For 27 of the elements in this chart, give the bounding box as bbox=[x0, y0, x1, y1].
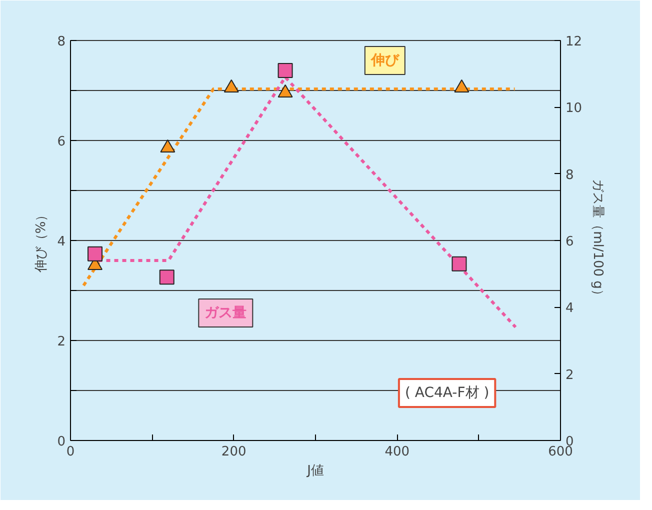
y2-tick-label: 8 bbox=[566, 168, 574, 183]
point bbox=[224, 79, 239, 93]
point bbox=[159, 270, 174, 285]
point bbox=[278, 84, 293, 98]
point bbox=[454, 79, 470, 93]
y2-tick-label: 12 bbox=[566, 34, 582, 50]
point bbox=[160, 139, 176, 153]
y-axis-title: 伸び（%） bbox=[34, 208, 50, 274]
y2-tick-label: 6 bbox=[566, 234, 574, 250]
x-tick-label: 400 bbox=[384, 444, 410, 460]
y2-tick-label: 2 bbox=[566, 368, 574, 383]
text: ガス量 bbox=[204, 305, 247, 321]
y-tick-label: 6 bbox=[57, 134, 66, 150]
y2-tick-label: 4 bbox=[566, 301, 574, 316]
y2-axis-title: ガス量（ml/100 g） bbox=[590, 179, 606, 302]
annotation: ( AC4A-F材 ) bbox=[404, 385, 490, 401]
y-tick-label: 0 bbox=[57, 434, 66, 450]
point bbox=[452, 256, 467, 272]
text: 伸び bbox=[370, 52, 400, 68]
y-tick-label: 2 bbox=[57, 334, 66, 350]
x-axis-title: J値 bbox=[306, 464, 324, 478]
y2-tick-label: 10 bbox=[566, 101, 582, 116]
point bbox=[88, 246, 102, 262]
point bbox=[278, 63, 293, 78]
y-tick-label: 8 bbox=[57, 34, 66, 50]
x-tick-label: 200 bbox=[221, 444, 246, 460]
y-tick-label: 4 bbox=[57, 234, 66, 250]
